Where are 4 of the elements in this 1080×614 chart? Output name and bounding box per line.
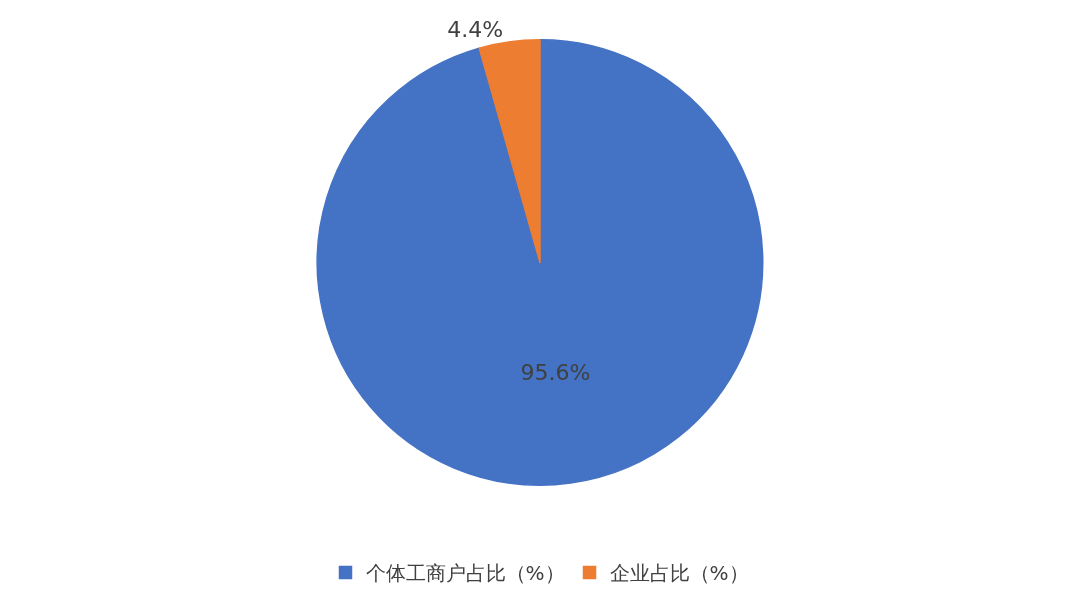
legend-label: 个体工商户占比（%）: [365, 561, 565, 586]
legend-label: 企业占比（%）: [609, 561, 749, 586]
data-label: 95.6%: [520, 360, 591, 386]
data-label: 4.4%: [447, 17, 504, 43]
